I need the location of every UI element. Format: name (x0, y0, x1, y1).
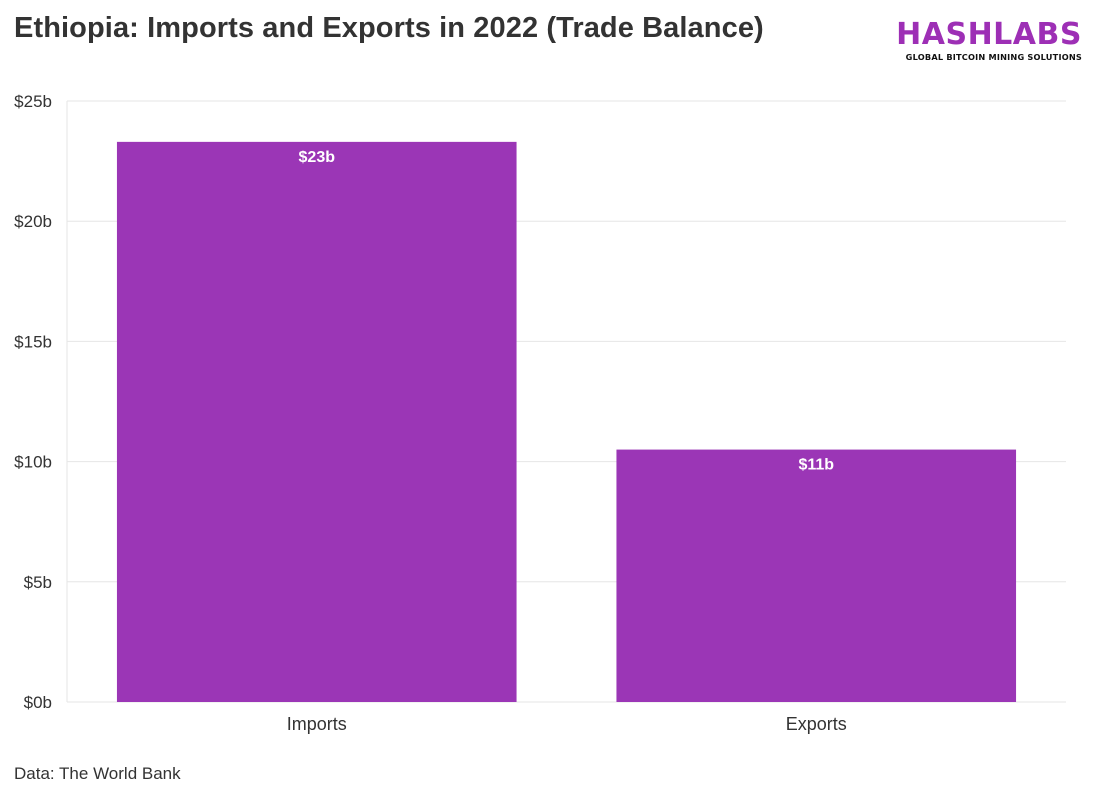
x-tick-label: Exports (786, 714, 847, 734)
y-tick-label: $25b (14, 92, 52, 111)
data-label: $11b (798, 457, 834, 474)
y-tick-label: $0b (24, 693, 52, 712)
y-tick-label: $15b (14, 332, 52, 351)
y-tick-label: $20b (14, 212, 52, 231)
bar-layer (116, 141, 1017, 703)
data-label: $23b (299, 149, 336, 166)
x-tick-label: Imports (287, 714, 347, 734)
chart-title: Ethiopia: Imports and Exports in 2022 (T… (14, 12, 764, 44)
y-tick-label: $10b (14, 453, 52, 472)
bar-chart: $0b $5b $10b $15b $20b $25b $23b Imports $11b Ex… (14, 92, 1066, 734)
label-layer: $23b Imports $11b Exports (287, 149, 847, 734)
logo-wordmark: HASHLABS (896, 17, 1082, 52)
logo-tagline: GLOBAL BITCOIN MINING SOLUTIONS (905, 52, 1082, 62)
hashlabs-logo: HASHLABS GLOBAL BITCOIN MINING SOLUTIONS (896, 17, 1082, 63)
bar-exports (616, 449, 1017, 702)
y-tick-label: $5b (24, 573, 52, 592)
bar-imports (116, 141, 517, 703)
data-source-note: Data: The World Bank (14, 764, 181, 783)
